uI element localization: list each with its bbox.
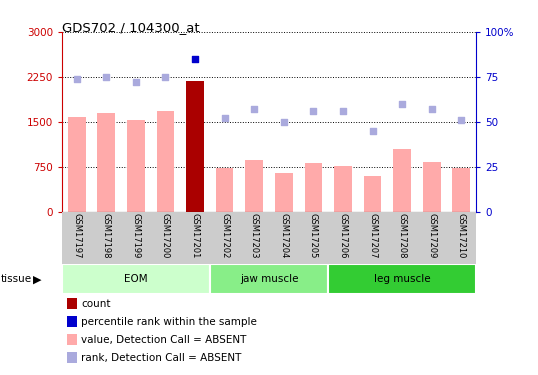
Bar <box>210 264 328 294</box>
Text: GSM17204: GSM17204 <box>279 213 288 258</box>
Bar <box>328 264 476 294</box>
Text: GSM17208: GSM17208 <box>398 213 407 258</box>
Bar <box>186 81 204 212</box>
Bar <box>97 113 115 212</box>
Text: GSM17203: GSM17203 <box>250 213 259 258</box>
Point <box>131 79 140 85</box>
Text: GSM17202: GSM17202 <box>220 213 229 258</box>
Text: count: count <box>81 299 111 309</box>
Point <box>279 119 288 125</box>
Bar <box>334 166 352 212</box>
Point <box>190 56 199 62</box>
Point <box>368 128 377 134</box>
Text: GSM17198: GSM17198 <box>102 213 111 258</box>
Bar <box>62 264 210 294</box>
Bar <box>393 149 411 212</box>
Text: percentile rank within the sample: percentile rank within the sample <box>81 317 257 327</box>
Text: value, Detection Call = ABSENT: value, Detection Call = ABSENT <box>81 335 246 345</box>
Bar <box>245 160 263 212</box>
Point <box>309 108 317 114</box>
Text: leg muscle: leg muscle <box>374 274 430 284</box>
Bar <box>216 168 233 212</box>
Point <box>250 106 258 112</box>
Text: GSM17209: GSM17209 <box>427 213 436 258</box>
Text: GDS702 / 104300_at: GDS702 / 104300_at <box>62 21 200 34</box>
Bar <box>275 174 293 212</box>
Point <box>102 74 110 80</box>
Bar <box>364 177 381 212</box>
Point <box>72 76 81 82</box>
Point <box>338 108 347 114</box>
Bar <box>157 111 174 212</box>
Text: ▶: ▶ <box>33 274 42 284</box>
Bar <box>127 120 145 212</box>
Bar <box>423 162 441 212</box>
Text: rank, Detection Call = ABSENT: rank, Detection Call = ABSENT <box>81 353 242 363</box>
Text: GSM17199: GSM17199 <box>131 213 140 258</box>
Text: GSM17201: GSM17201 <box>190 213 200 258</box>
Text: GSM17207: GSM17207 <box>368 213 377 258</box>
Point <box>220 115 229 121</box>
Text: jaw muscle: jaw muscle <box>240 274 298 284</box>
Text: tissue: tissue <box>1 274 32 284</box>
Bar <box>452 168 470 212</box>
Text: GSM17206: GSM17206 <box>338 213 348 258</box>
Text: GSM17200: GSM17200 <box>161 213 170 258</box>
Bar <box>68 117 86 212</box>
Point <box>398 101 406 107</box>
Point <box>457 117 465 123</box>
Text: EOM: EOM <box>124 274 147 284</box>
Text: GSM17205: GSM17205 <box>309 213 318 258</box>
Text: GSM17197: GSM17197 <box>72 213 81 258</box>
Bar <box>305 163 322 212</box>
Text: GSM17210: GSM17210 <box>457 213 466 258</box>
Point <box>161 74 169 80</box>
Point <box>427 106 436 112</box>
